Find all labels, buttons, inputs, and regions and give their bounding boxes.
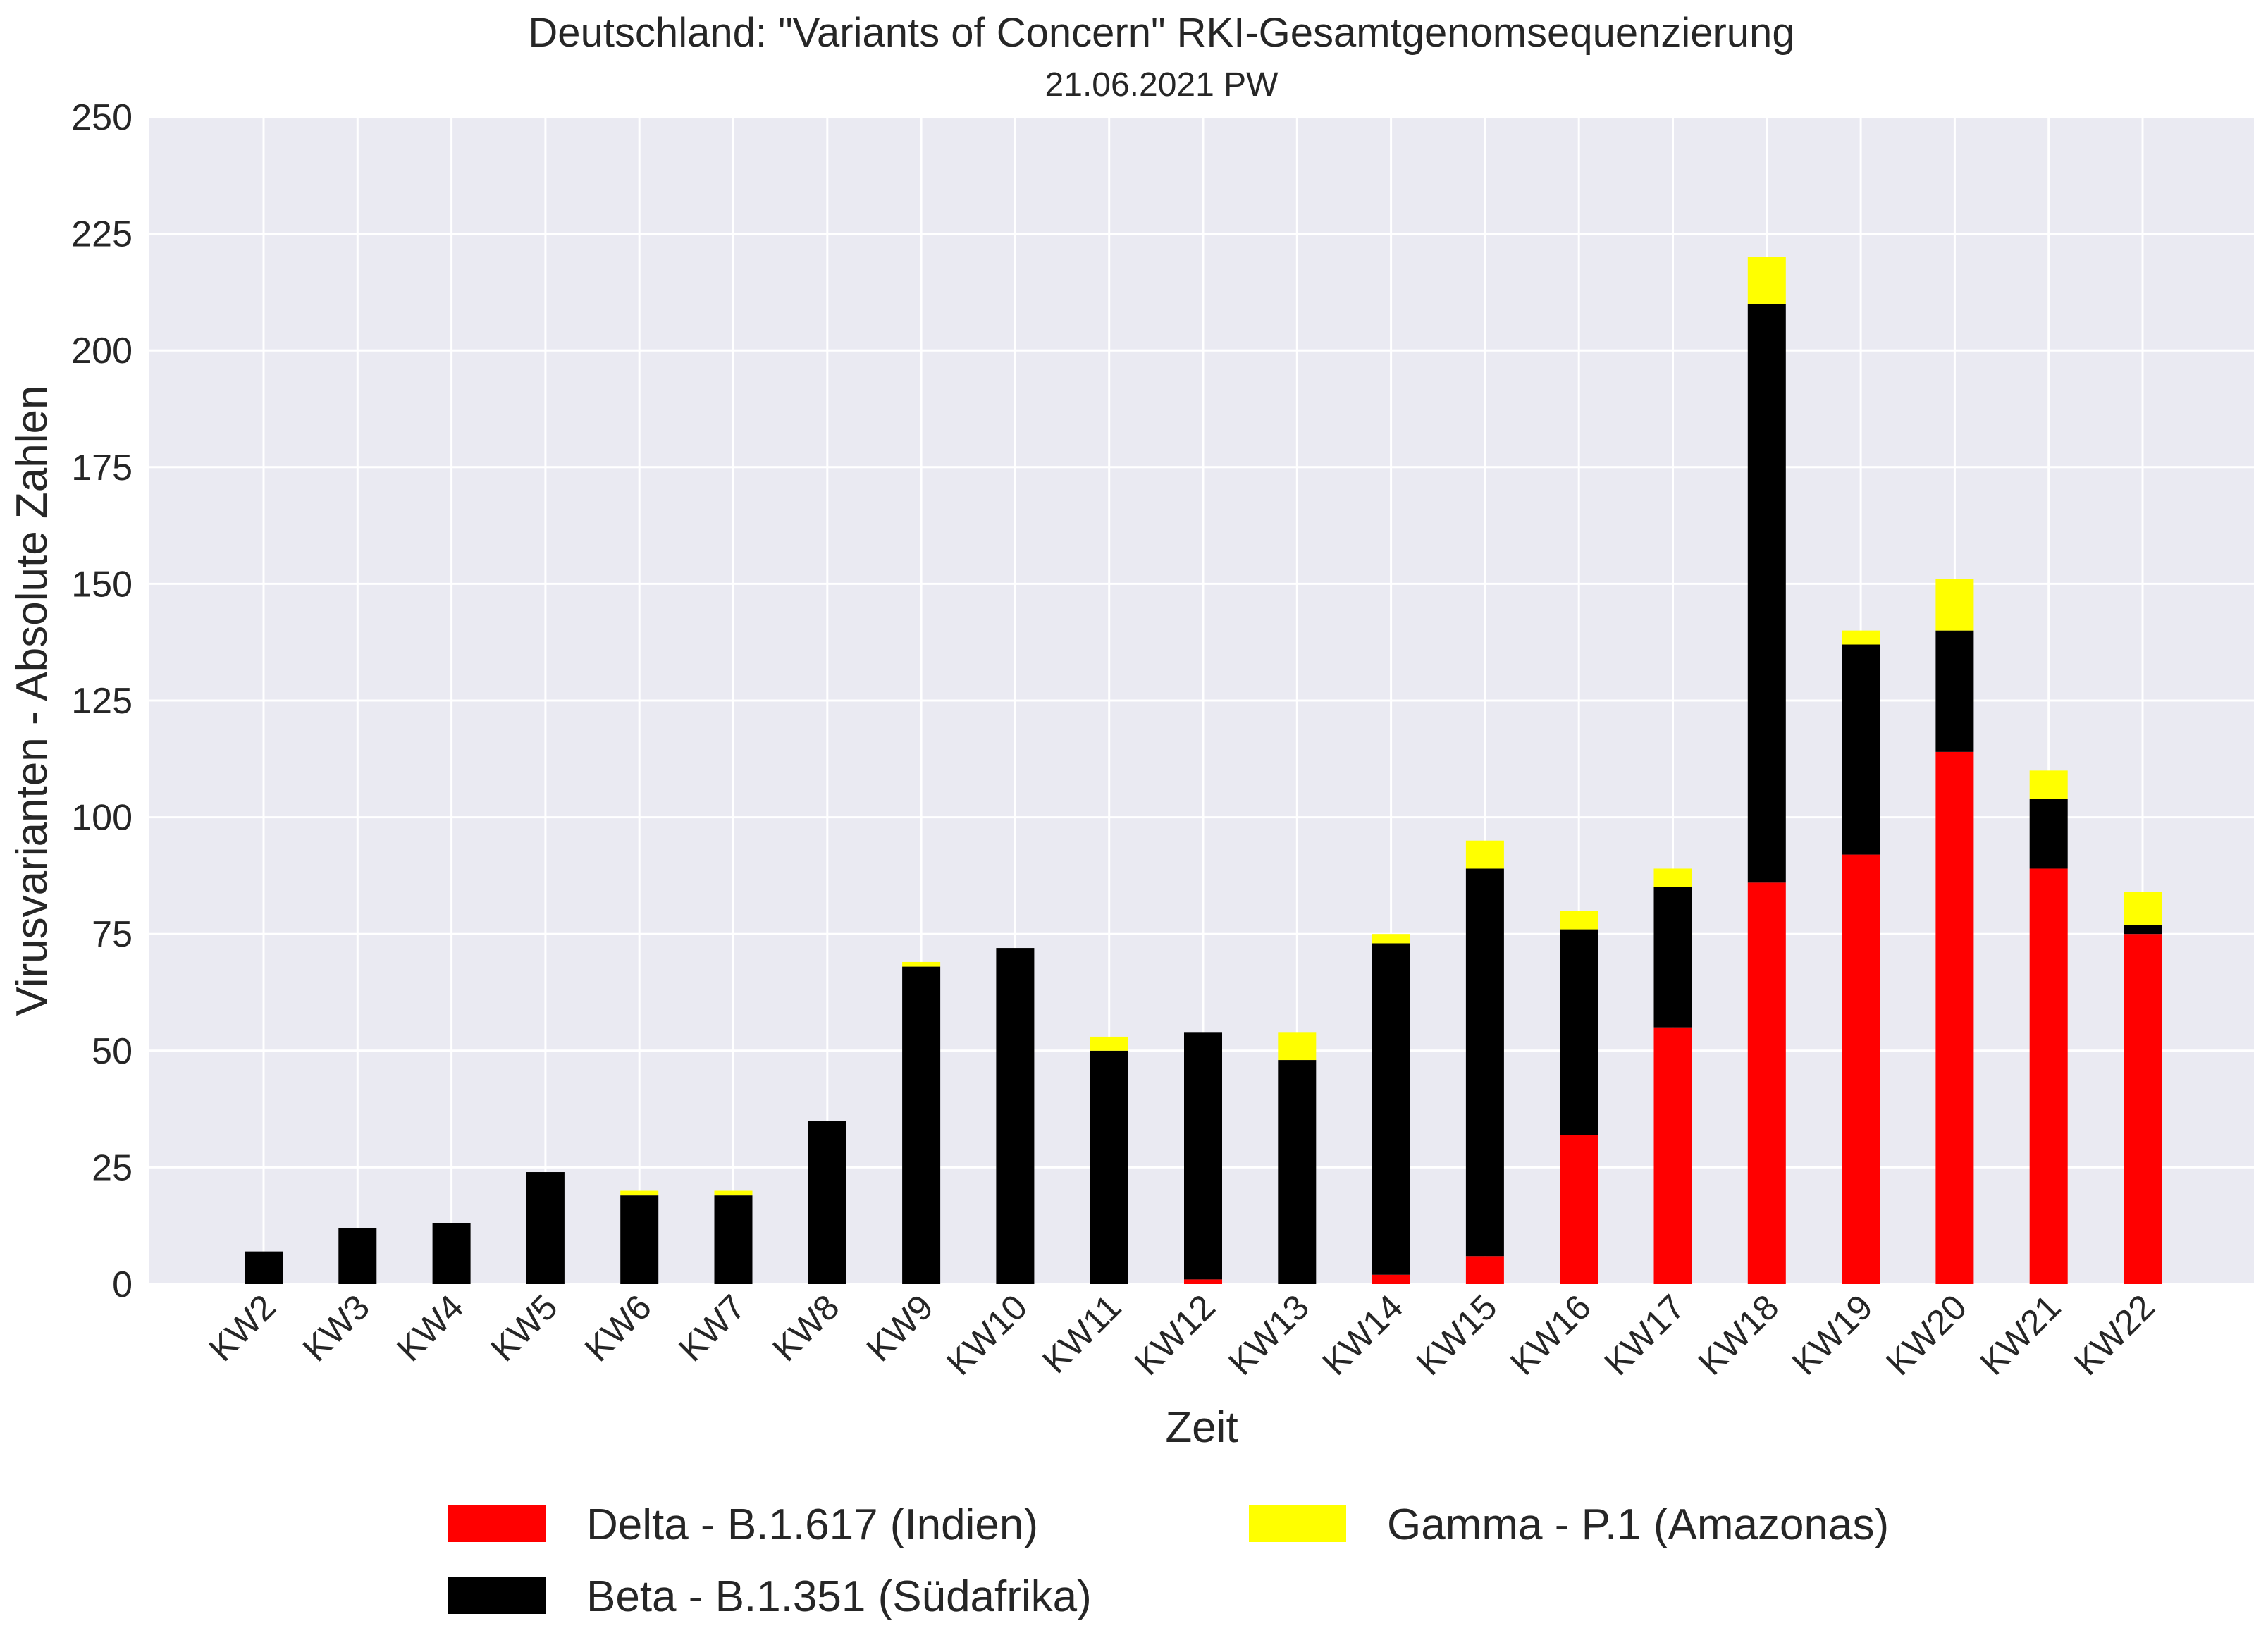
y-tick-label: 250 bbox=[71, 97, 133, 138]
y-tick-label: 175 bbox=[71, 448, 133, 488]
legend: Delta - B.1.617 (Indien) Gamma - P.1 (Ama… bbox=[448, 1500, 1889, 1621]
bar-segment bbox=[2029, 868, 2068, 1284]
bar-segment bbox=[1372, 934, 1410, 944]
bar-segment bbox=[620, 1190, 659, 1196]
bar-segment bbox=[1842, 854, 1880, 1284]
bar-segment bbox=[1560, 911, 1598, 930]
x-tick-label: KW7 bbox=[671, 1287, 753, 1369]
bar-segment bbox=[1465, 868, 1504, 1257]
x-tick-label: KW19 bbox=[1785, 1287, 1880, 1383]
bar-segment bbox=[1278, 1060, 1317, 1284]
y-tick-label: 25 bbox=[92, 1147, 133, 1188]
y-tick-label: 125 bbox=[71, 681, 133, 722]
y-tick-label: 225 bbox=[71, 214, 133, 255]
bar-segment bbox=[1184, 1032, 1222, 1280]
y-tick-label: 0 bbox=[112, 1264, 133, 1305]
bar-segment bbox=[338, 1228, 377, 1284]
bar-segment bbox=[996, 948, 1035, 1284]
bar-segment bbox=[1372, 943, 1410, 1275]
y-tick-label: 50 bbox=[92, 1031, 133, 1072]
bar-segment bbox=[1465, 840, 1504, 869]
x-tick-label: KW21 bbox=[1973, 1287, 2069, 1383]
bar-segment bbox=[1842, 644, 1880, 855]
bar-segment bbox=[1653, 887, 1692, 1028]
chart-subtitle: 21.06.2021 PW bbox=[1045, 66, 1279, 104]
bar-segment bbox=[714, 1195, 753, 1284]
legend-swatch bbox=[448, 1505, 546, 1542]
x-tick-label: KW13 bbox=[1221, 1287, 1317, 1383]
bar-segment bbox=[432, 1223, 471, 1284]
x-tick-label: KW14 bbox=[1314, 1287, 1410, 1383]
y-tick-label: 75 bbox=[92, 914, 133, 955]
y-axis-ticks: 0 25 50 75 100 125 150 175 200 225 250 bbox=[71, 97, 133, 1305]
bar-segment bbox=[1560, 1135, 1598, 1284]
bar-segment bbox=[2124, 934, 2162, 1284]
legend-label: Beta - B.1.351 (Südafrika) bbox=[586, 1572, 1092, 1621]
y-tick-label: 200 bbox=[71, 331, 133, 371]
x-tick-label: KW12 bbox=[1127, 1287, 1223, 1383]
bar-segment bbox=[1090, 1036, 1128, 1051]
x-tick-label: KW4 bbox=[389, 1287, 471, 1369]
y-axis-label: Virusvarianten - Absolute Zahlen bbox=[8, 386, 56, 1016]
bar-segment bbox=[1747, 882, 1786, 1284]
x-axis-label: Zeit bbox=[1165, 1403, 1238, 1452]
x-tick-label: KW10 bbox=[939, 1287, 1035, 1383]
y-tick-label: 100 bbox=[71, 798, 133, 839]
bar-segment bbox=[1090, 1050, 1128, 1284]
x-tick-label: KW9 bbox=[859, 1287, 941, 1369]
x-tick-label: KW6 bbox=[577, 1287, 659, 1369]
bar-segment bbox=[902, 966, 941, 1284]
bar-segment bbox=[2029, 799, 2068, 869]
legend-label: Delta - B.1.617 (Indien) bbox=[586, 1500, 1038, 1549]
x-tick-label: KW20 bbox=[1878, 1287, 1974, 1383]
legend-swatch bbox=[1249, 1505, 1346, 1542]
x-tick-label: KW17 bbox=[1596, 1287, 1692, 1383]
bar-segment bbox=[808, 1121, 846, 1284]
bar-segment bbox=[1747, 257, 1786, 304]
x-tick-label: KW22 bbox=[2066, 1287, 2162, 1383]
bar-segment bbox=[714, 1190, 753, 1196]
bar-segment bbox=[245, 1251, 283, 1284]
bar-segment bbox=[2124, 924, 2162, 935]
bar-segment bbox=[1560, 929, 1598, 1135]
x-tick-label: KW3 bbox=[295, 1287, 377, 1369]
chart-title: Deutschland: "Variants of Concern" RKI-G… bbox=[528, 10, 1794, 56]
bar-segment bbox=[1184, 1279, 1222, 1284]
bar-segment bbox=[526, 1172, 565, 1284]
x-tick-label: KW15 bbox=[1409, 1287, 1505, 1383]
bar-segment bbox=[1935, 630, 1974, 752]
bar-segment bbox=[1372, 1274, 1410, 1284]
bar-segment bbox=[2124, 892, 2162, 925]
bar-segment bbox=[1935, 579, 1974, 631]
bar-segment bbox=[1278, 1032, 1317, 1061]
bars bbox=[245, 257, 2162, 1284]
x-tick-label: KW16 bbox=[1503, 1287, 1598, 1383]
bar-segment bbox=[1935, 751, 1974, 1284]
legend-label: Gamma - P.1 (Amazonas) bbox=[1387, 1500, 1889, 1549]
x-tick-label: KW2 bbox=[202, 1287, 283, 1369]
bar-segment bbox=[1653, 868, 1692, 887]
bar-segment bbox=[1465, 1256, 1504, 1284]
bar-segment bbox=[1747, 303, 1786, 883]
bar-segment bbox=[1653, 1027, 1692, 1284]
y-tick-label: 150 bbox=[71, 564, 133, 605]
bar-segment bbox=[620, 1195, 659, 1284]
x-tick-label: KW8 bbox=[765, 1287, 846, 1369]
legend-swatch bbox=[448, 1577, 546, 1614]
x-tick-label: KW5 bbox=[483, 1287, 565, 1369]
x-tick-label: KW11 bbox=[1035, 1287, 1128, 1381]
bar-segment bbox=[1842, 630, 1880, 645]
bar-segment bbox=[2029, 770, 2068, 799]
x-tick-label: KW18 bbox=[1691, 1287, 1787, 1383]
bar-segment bbox=[902, 961, 941, 967]
